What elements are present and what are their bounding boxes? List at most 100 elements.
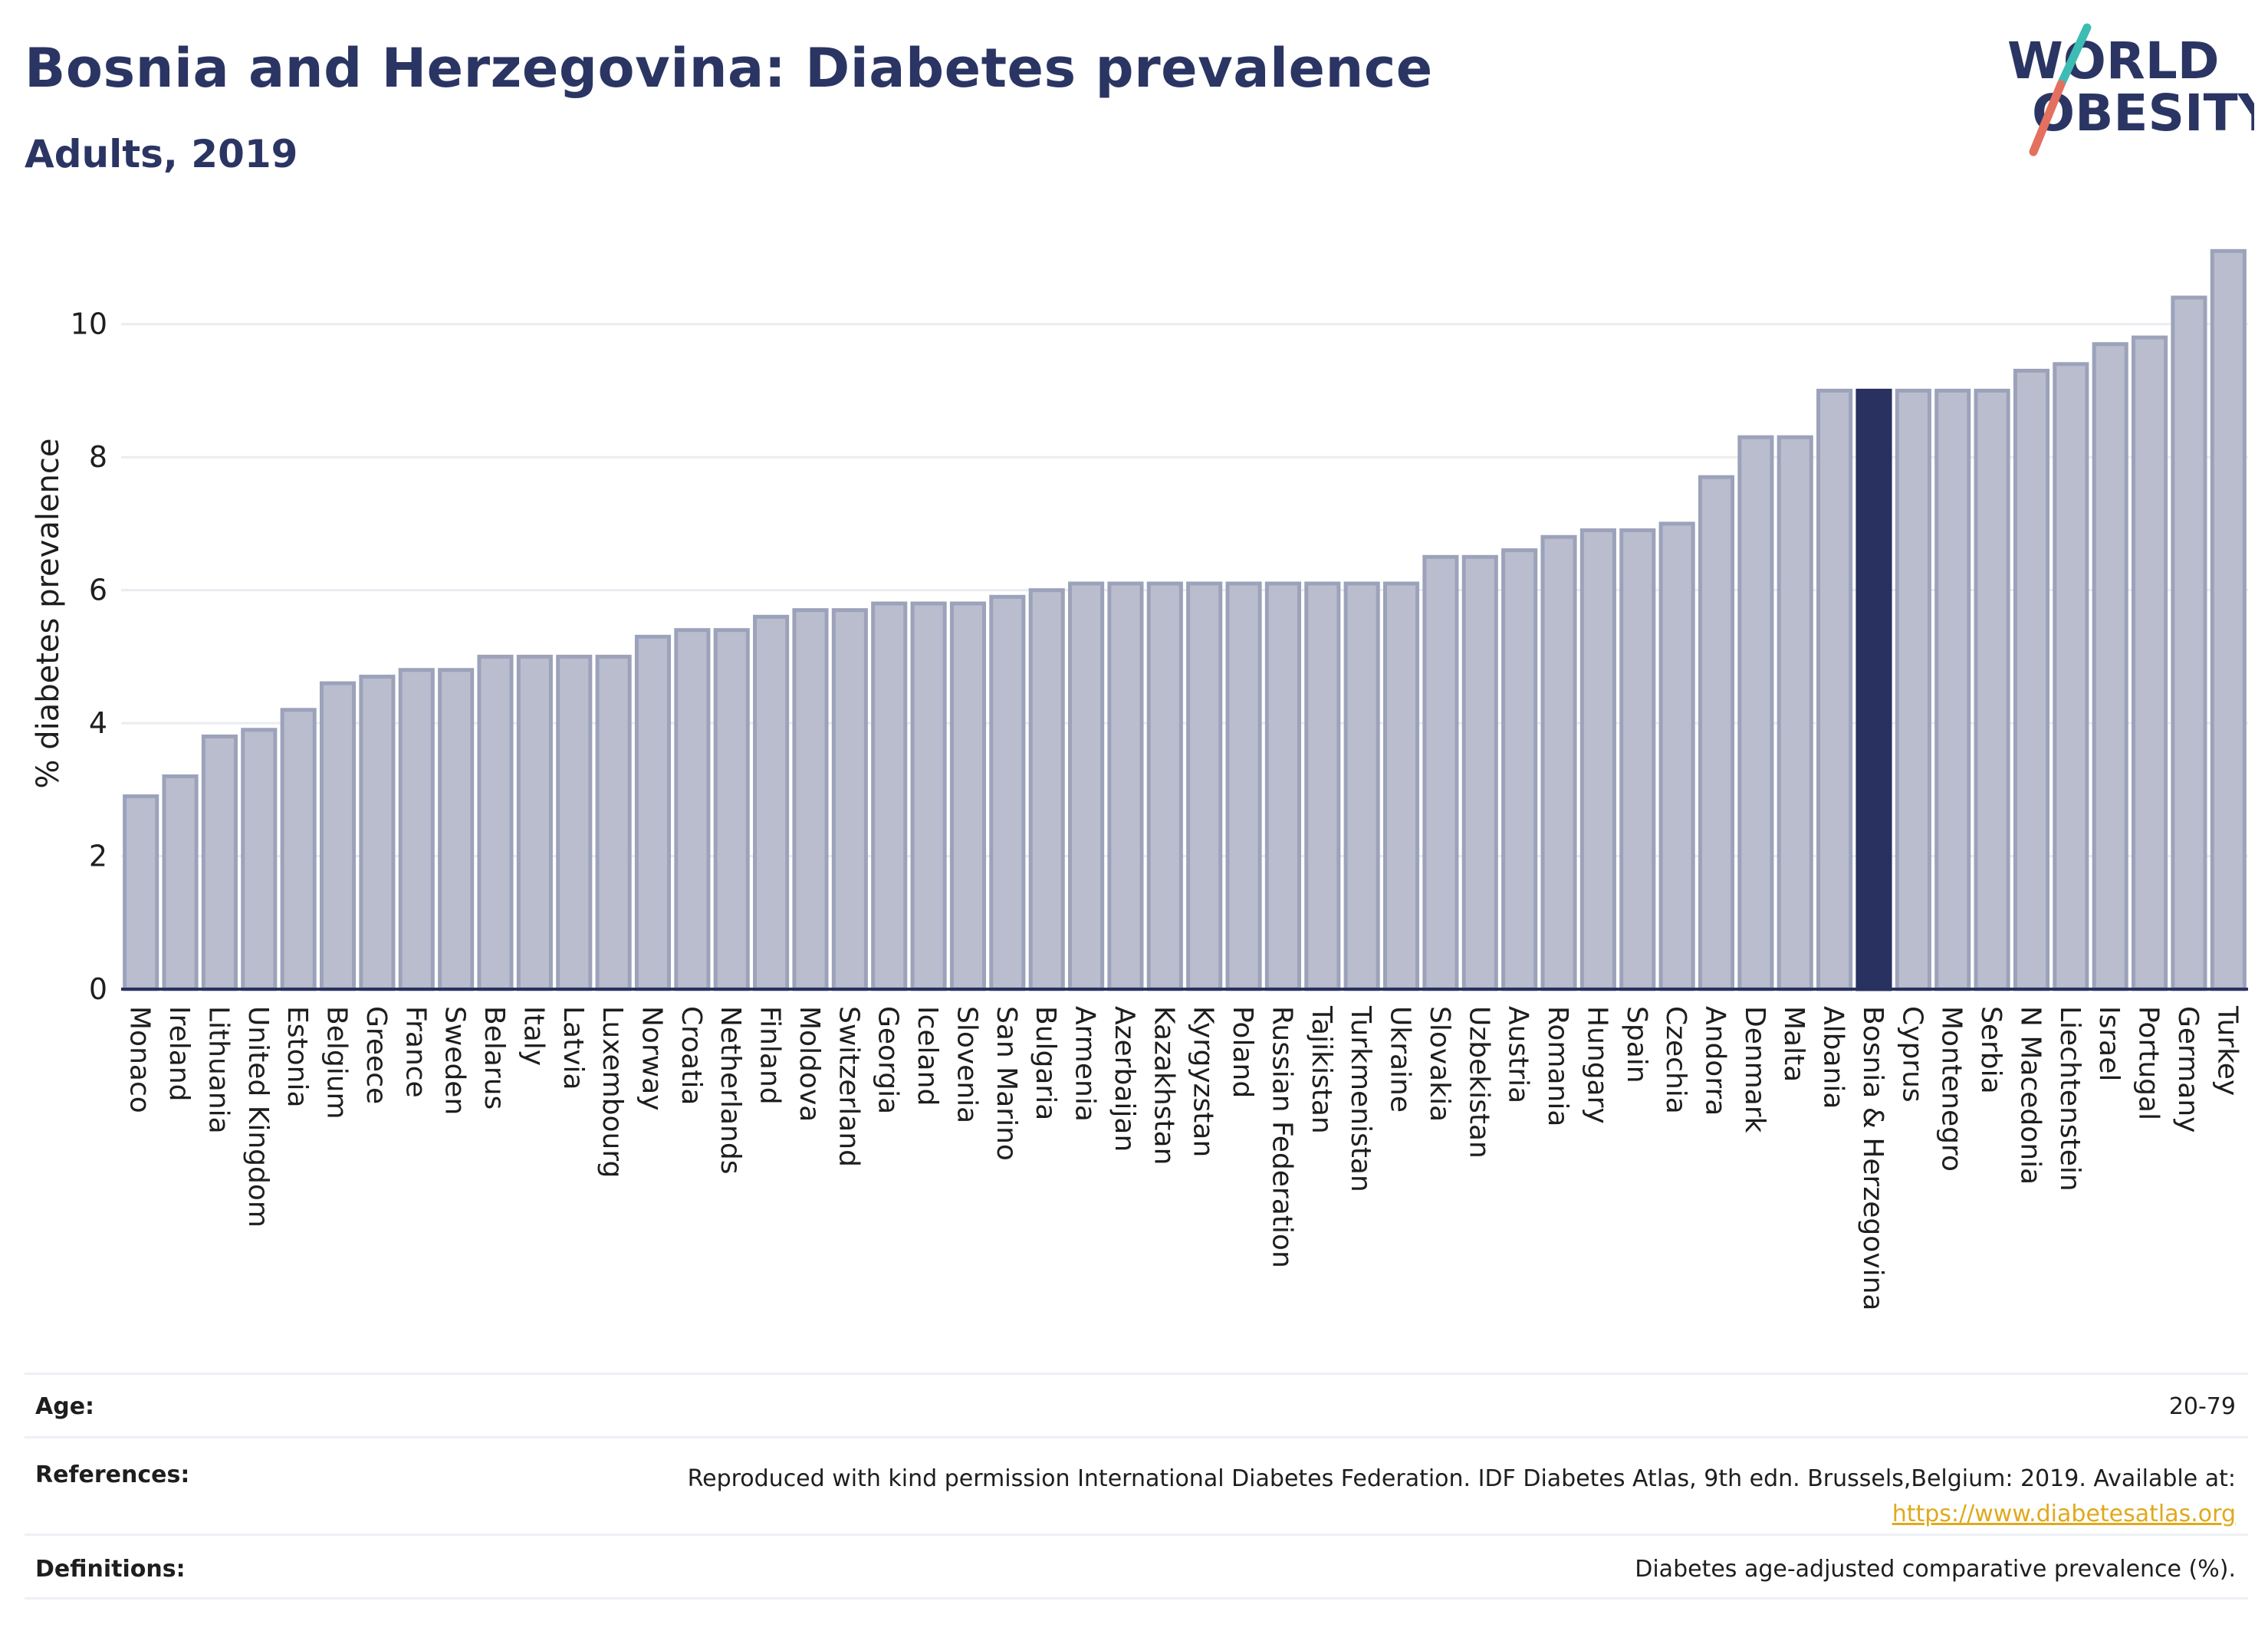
x-tick-label: Ukraine <box>1385 1006 1416 1113</box>
bar <box>871 601 908 991</box>
bar <box>1777 435 1813 991</box>
references-value: Reproduced with kind permission Internat… <box>688 1461 2236 1532</box>
age-label: Age: <box>35 1393 95 1420</box>
bar <box>241 728 278 991</box>
x-tick-label: Luxembourg <box>597 1006 628 1178</box>
logo-slash-top <box>2056 23 2092 89</box>
x-tick-label: Israel <box>2093 1006 2125 1081</box>
bar <box>123 794 159 991</box>
x-tick-label: Iceland <box>912 1006 943 1106</box>
y-tick-label: 2 <box>89 840 107 873</box>
age-value: 20-79 <box>2168 1393 2236 1420</box>
bar <box>2053 362 2089 991</box>
bar <box>319 681 357 991</box>
x-tick-label: Estonia <box>281 1006 313 1108</box>
x-tick-label: France <box>399 1006 431 1098</box>
bar <box>713 628 750 991</box>
bar <box>2132 335 2168 991</box>
bar <box>359 674 396 991</box>
x-tick-label: Azerbaijan <box>1109 1006 1140 1152</box>
bar <box>162 774 199 991</box>
x-tick-label: Poland <box>1227 1006 1258 1098</box>
y-axis-label: % diabetes prevalence <box>31 438 66 788</box>
references-link[interactable]: https://www.diabetesatlas.org <box>1892 1501 2236 1527</box>
bar <box>674 628 711 991</box>
bar <box>1579 528 1616 991</box>
bar <box>1264 581 1301 991</box>
references-text: Reproduced with kind permission Internat… <box>687 1465 2236 1492</box>
bar <box>1895 388 1931 991</box>
bar <box>1028 588 1065 991</box>
definitions-value: Diabetes age-adjusted comparative preval… <box>1635 1556 2236 1583</box>
bar <box>1974 388 2010 991</box>
y-tick-label: 8 <box>89 440 107 474</box>
x-tick-label: Moldova <box>794 1006 825 1122</box>
x-tick-label: Norway <box>636 1006 668 1111</box>
y-tick-label: 4 <box>89 706 107 740</box>
x-tick-label: Croatia <box>675 1006 707 1105</box>
x-tick-label: Portugal <box>2133 1006 2164 1120</box>
page-subtitle: Adults, 2019 <box>25 132 298 176</box>
bar <box>831 608 868 991</box>
bar-chart: 0 2 4 6 8 10 % diabetes prevalence Monaco Irelan… <box>31 248 2248 1310</box>
bar <box>556 654 593 991</box>
bar <box>1816 388 1853 991</box>
x-tick-label: San Marino <box>991 1006 1022 1161</box>
bar <box>1737 435 1774 991</box>
x-tick-label: Latvia <box>557 1006 589 1090</box>
bar <box>2092 342 2128 991</box>
x-tick-label: Liechtenstein <box>2054 1006 2086 1192</box>
x-tick-label: Kyrgyzstan <box>1188 1006 1219 1157</box>
x-tick-label: Montenegro <box>1936 1006 1967 1172</box>
bar <box>438 668 475 991</box>
x-tick-label: Slovenia <box>951 1006 982 1123</box>
x-tick-label: United Kingdom <box>242 1006 274 1228</box>
bar <box>1107 581 1144 991</box>
bar <box>1343 581 1380 991</box>
bar <box>910 601 947 991</box>
bar <box>792 608 829 991</box>
x-tick-label: Romania <box>1542 1006 1573 1126</box>
x-tick-label: Austria <box>1503 1006 1534 1103</box>
x-tick-label: Czechia <box>1660 1006 1691 1114</box>
x-tick-label: Uzbekistan <box>1463 1006 1494 1159</box>
x-tick-label: Turkey <box>2211 1005 2243 1096</box>
x-tick-label: Monaco <box>124 1006 156 1113</box>
info-row-references: References: Reproduced with kind permiss… <box>25 1436 2248 1534</box>
x-tick-label: Hungary <box>1581 1006 1612 1124</box>
bar <box>398 668 435 991</box>
bar <box>1382 581 1420 991</box>
bar <box>2210 248 2247 991</box>
x-tick-label: Netherlands <box>715 1006 746 1174</box>
x-tick-label: Armenia <box>1070 1006 1101 1122</box>
x-tick-label: Lithuania <box>202 1006 234 1134</box>
logo-slash-bottom <box>2029 80 2066 156</box>
bar <box>1855 388 1892 991</box>
x-tick-label: Albania <box>1818 1006 1849 1109</box>
bar <box>2171 295 2207 991</box>
page-title: Bosnia and Herzegovina: Diabetes prevale… <box>25 37 1433 100</box>
x-tick-label: Georgia <box>873 1006 904 1114</box>
x-tick-label: Italy <box>518 1006 549 1066</box>
x-tick-label: Serbia <box>1975 1006 2007 1094</box>
bar <box>1658 521 1695 991</box>
x-tick-label: Turkmenistan <box>1345 1005 1376 1192</box>
bar <box>1934 388 1971 991</box>
logo-line-2: OBESITY <box>2032 84 2254 143</box>
x-tick-label: Bulgaria <box>1030 1006 1061 1120</box>
y-tick-label: 0 <box>89 972 107 1006</box>
world-obesity-logo: WORLD OBESITY <box>2007 23 2254 156</box>
bar <box>1422 554 1459 991</box>
bar <box>1461 554 1498 991</box>
bar <box>2013 368 2050 991</box>
bar <box>1540 534 1577 991</box>
bar <box>1304 581 1341 991</box>
bar <box>1186 581 1223 991</box>
x-tick-label: Bosnia & Herzegovina <box>1857 1006 1888 1310</box>
x-tick-label: Switzerland <box>833 1006 864 1167</box>
bar <box>949 601 987 991</box>
definitions-label: Definitions: <box>35 1556 186 1583</box>
x-tick-label: Spain <box>1621 1006 1652 1083</box>
x-tick-label: Finland <box>754 1006 786 1105</box>
bar <box>634 634 672 991</box>
